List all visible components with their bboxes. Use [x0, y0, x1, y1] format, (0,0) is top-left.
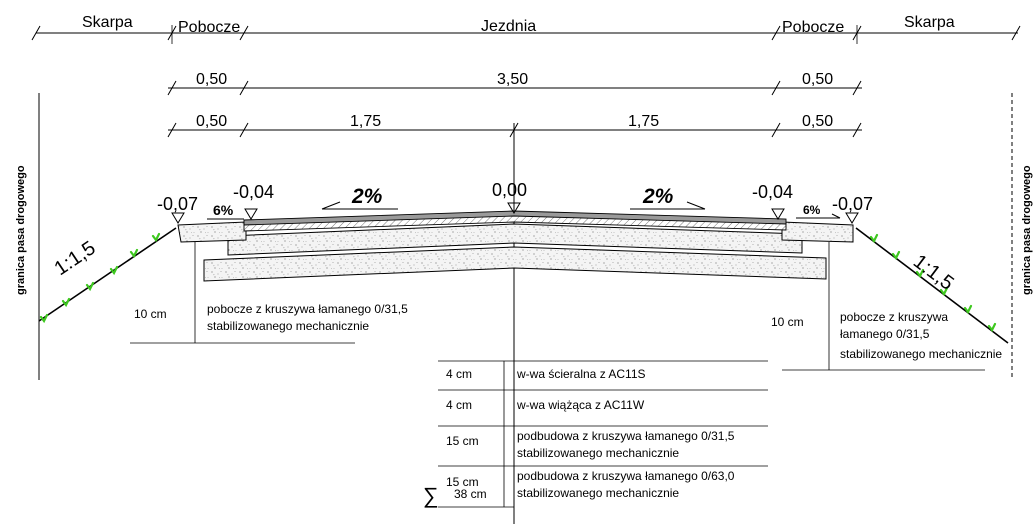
shoulder-note-right-line3: stabilizowanego mechanicznie — [840, 347, 1002, 361]
total-sum-symbol: ∑ — [423, 483, 439, 508]
dimension-row-1 — [167, 80, 862, 96]
embankment-right — [855, 227, 1009, 344]
dim2-mid-left: 1,75 — [350, 113, 381, 130]
shoulder-note-right-thickness: 10 cm — [771, 315, 804, 329]
shoulder-note-left-line2: stabilizowanego mechanicznie — [207, 319, 369, 333]
layer-1-thickness: 4 cm — [446, 367, 472, 381]
elevation-left-inner: -0,04 — [233, 182, 274, 202]
slope-arrow-carriageway-left — [321, 201, 398, 210]
slope-shoulder-right: 6% — [803, 203, 821, 217]
zone-label-pobocze-right: Pobocze — [782, 19, 844, 36]
layer-3-description-line1: podbudowa z kruszywa łamanego 0/31,5 — [517, 429, 735, 443]
zone-label-skarpa-left: Skarpa — [82, 14, 133, 31]
elevation-markers — [171, 202, 859, 224]
dim1-right: 0,50 — [802, 71, 833, 88]
zone-label-jezdnia: Jezdnia — [481, 18, 536, 35]
slope-arrow-shoulder-right — [796, 213, 841, 219]
slope-carriageway-left: 2% — [351, 185, 383, 208]
embankment-slope-left: 1:1,5 — [50, 237, 99, 280]
layer-3-description-line2: stabilizowanego mechanicznie — [517, 446, 679, 460]
shoulder-note-right-line2: łamanego 0/31,5 — [840, 327, 930, 341]
layer-3-thickness: 15 cm — [446, 434, 479, 448]
shoulder-note-left-thickness: 10 cm — [134, 307, 167, 321]
grass-marks — [39, 232, 997, 333]
layer-table-lines — [438, 360, 768, 508]
total-thickness: 38 cm — [454, 487, 487, 501]
elevation-left-outer: -0,07 — [157, 194, 198, 214]
pavement-structure — [177, 210, 854, 282]
boundary-label-right: granica pasa drogowego — [1021, 165, 1033, 295]
slope-arrow-carriageway-right — [630, 201, 706, 210]
layer-4-description-line1: podbudowa z kruszywa łamanego 0/63,0 — [517, 469, 735, 483]
layer-4-thickness: 15 cm — [446, 475, 479, 489]
zone-dimension-line — [31, 25, 1021, 44]
layer-2-description: w-wa wiążąca z AC11W — [516, 398, 645, 412]
elevation-right-outer: -0,07 — [832, 194, 873, 214]
shoulder-note-right-line1: pobocze z kruszywa — [840, 310, 948, 324]
slope-carriageway-right: 2% — [642, 185, 674, 208]
elevation-center: 0,00 — [492, 180, 527, 200]
dim2-mid-right: 1,75 — [628, 113, 659, 130]
shoulder-note-left-lines — [130, 242, 355, 344]
shoulder-note-left-line1: pobocze z kruszywa łamanego 0/31,5 — [207, 302, 408, 316]
elevation-right-inner: -0,04 — [752, 182, 793, 202]
dim2-left: 0,50 — [196, 113, 227, 130]
dim1-middle: 3,50 — [497, 71, 528, 88]
shoulder-note-right-lines — [782, 242, 985, 371]
dim1-left: 0,50 — [196, 71, 227, 88]
embankment-slope-right: 1:1,5 — [909, 250, 958, 294]
layer-2-thickness: 4 cm — [446, 398, 472, 412]
dim2-right: 0,50 — [802, 113, 833, 130]
layer-1-description: w-wa ścieralna z AC11S — [516, 367, 646, 381]
dimension-row-2 — [167, 122, 862, 138]
zone-label-skarpa-right: Skarpa — [904, 14, 955, 31]
boundary-label-left: granica pasa drogowego — [15, 165, 27, 295]
slope-shoulder-left: 6% — [213, 202, 234, 218]
zone-label-pobocze-left: Pobocze — [178, 19, 240, 36]
layer-4-description-line2: stabilizowanego mechanicznie — [517, 486, 679, 500]
embankment-left — [38, 227, 177, 322]
